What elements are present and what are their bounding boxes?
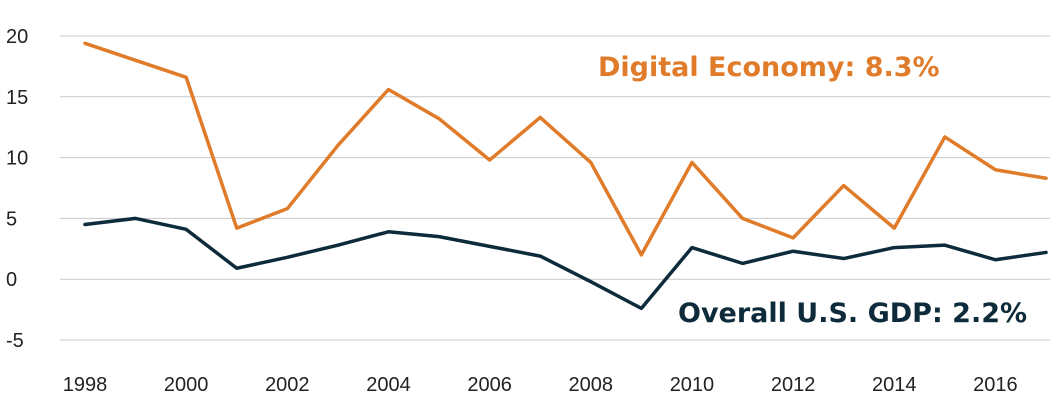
y-tick-label: 20: [6, 26, 28, 48]
x-tick-label: 2000: [164, 374, 209, 396]
y-tick-label: 15: [6, 87, 28, 109]
x-tick-label: 2014: [872, 374, 917, 396]
y-tick-label: 10: [6, 148, 28, 170]
x-tick-label: 2002: [265, 374, 310, 396]
digital-economy-annotation: Digital Economy: 8.3%: [598, 52, 940, 83]
x-tick-label: 2008: [569, 374, 614, 396]
series-lines: [83, 41, 1048, 311]
gdp-line: [83, 216, 1048, 311]
gridlines: [60, 35, 1050, 341]
x-tick-label: 2012: [771, 374, 816, 396]
x-tick-label: 1998: [63, 374, 108, 396]
y-tick-label: 0: [6, 269, 17, 291]
gdp-annotation: Overall U.S. GDP: 2.2%: [678, 298, 1027, 329]
y-tick-label: -5: [6, 330, 24, 352]
x-tick-label: 2004: [366, 374, 411, 396]
y-tick-label: 5: [6, 208, 17, 230]
x-tick-label: 2016: [973, 374, 1018, 396]
y-axis-ticks: 20 15 10 5 0 -5: [6, 26, 28, 352]
digital-economy-line: [83, 41, 1048, 257]
x-tick-label: 2010: [670, 374, 715, 396]
x-tick-label: 2006: [467, 374, 512, 396]
x-axis-ticks: 1998 2000 2002 2004 2006 2008 2010 2012 2014 2016: [63, 374, 1018, 396]
